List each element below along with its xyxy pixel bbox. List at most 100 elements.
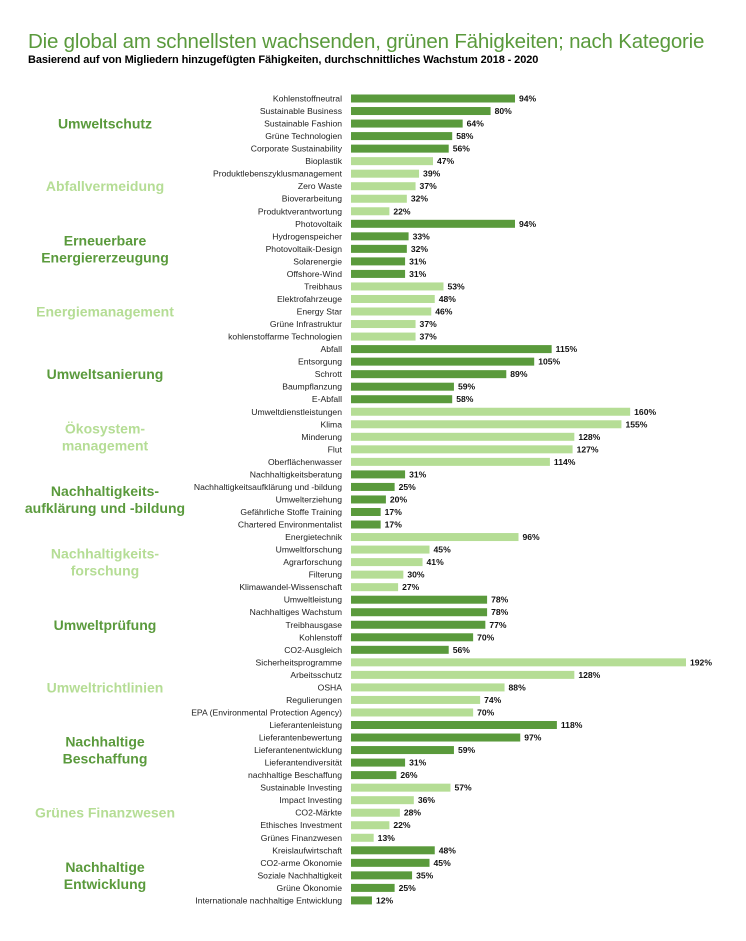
bar-label: Regulierungen [286,695,342,705]
value-label: 97% [524,733,542,743]
value-label: 115% [556,344,578,354]
bar-label: Arbeitsschutz [290,670,342,680]
value-label: 57% [454,783,472,793]
value-label: 27% [402,582,420,592]
bar-label: Lieferantendiversität [265,758,343,768]
value-label: 37% [420,332,438,342]
bar [351,307,432,316]
bar-label: nachhaltige Beschaffung [248,770,342,780]
bar [351,282,444,291]
bar-label: Klima [321,419,343,429]
bar [351,670,575,679]
bar [351,207,390,216]
value-label: 47% [437,156,455,166]
chart-title: Die global am schnellsten wachsenden, gr… [28,30,705,53]
bar [351,244,407,253]
value-label: 70% [477,632,495,642]
bar-label: CO2-arme Ökonomie [260,858,342,868]
bar [351,119,463,128]
bar [351,858,430,867]
bar-label: Kohlenstoffneutral [273,94,342,104]
bar-label: Grüne Technologien [265,131,342,141]
bar-label: Umweltforschung [276,545,343,555]
value-label: 32% [411,244,429,254]
bar [351,107,491,116]
bar-label: Flut [328,444,343,454]
bar [351,507,381,516]
value-label: 78% [491,607,509,617]
category-label: Nachhaltige [65,859,145,875]
value-label: 94% [519,94,537,104]
bar [351,783,451,792]
bar [351,595,488,604]
bar-label: Kreislaufwirtschaft [272,845,342,855]
bar [351,633,474,642]
bar [351,194,407,203]
bar [351,708,474,717]
bar [351,470,406,479]
value-label: 17% [385,507,403,517]
bar [351,771,397,780]
bar-label: OSHA [318,682,343,692]
bar-label: Photovoltaik [295,219,343,229]
bar-label: Soziale Nachhaltigkeit [257,870,342,880]
bar-label: Corporate Sustainability [251,144,343,154]
value-label: 77% [489,620,507,630]
bar-label: Chartered Environmentalist [238,520,343,530]
bar-label: Sustainable Investing [260,783,342,793]
bar-label: Umwelterziehung [276,494,343,504]
value-label: 70% [477,707,495,717]
category-label: Nachhaltige [65,734,145,750]
value-label: 33% [413,231,431,241]
bar-label: Offshore-Wind [287,269,342,279]
bar [351,219,516,228]
bar-label: Umweltleistung [284,595,342,605]
bar [351,808,400,817]
bar-label: kohlenstoffarme Technologien [228,332,342,342]
value-label: 128% [578,432,600,442]
category-label: Energiererzeugung [41,249,169,265]
bar-label: Energietechnik [285,532,343,542]
bar-label: Treibhausgase [285,620,342,630]
category-label: management [62,437,149,453]
bar [351,169,420,178]
bar [351,695,481,704]
bar [351,320,416,329]
bar-label: Schrott [315,369,343,379]
value-label: 96% [523,532,541,542]
bar [351,157,434,166]
bar-label: Hydrogenspeicher [272,231,342,241]
bar [351,746,454,755]
bar [351,620,486,629]
value-label: 94% [519,219,537,229]
bar-label: Solarenergie [293,256,342,266]
bar [351,658,686,667]
bar [351,608,488,617]
bar-label: CO2-Märkte [295,808,342,818]
value-label: 128% [578,670,600,680]
bar [351,520,381,529]
bar-label: Impact Investing [279,795,342,805]
bar-label: Kohlenstoff [299,632,342,642]
value-label: 114% [554,457,576,467]
bar-label: Energy Star [297,307,343,317]
bar [351,558,423,567]
category-label: Umweltschutz [58,116,152,132]
bar [351,821,390,830]
value-label: 46% [435,307,453,317]
bar-label: Abfall [321,344,343,354]
bar [351,269,406,278]
value-label: 28% [404,808,422,818]
value-label: 48% [439,845,457,855]
bar [351,144,449,153]
value-label: 45% [434,545,452,555]
bar-label: Lieferantenbewertung [259,733,342,743]
bar-label: Gefährliche Stoffe Training [240,507,342,517]
bar-label: Baumpflanzung [282,382,342,392]
bar [351,94,516,103]
category-label: Umweltsanierung [47,366,164,382]
bar-label: Produktlebenszyklusmanagement [213,169,343,179]
bar [351,370,507,379]
value-label: 74% [484,695,502,705]
